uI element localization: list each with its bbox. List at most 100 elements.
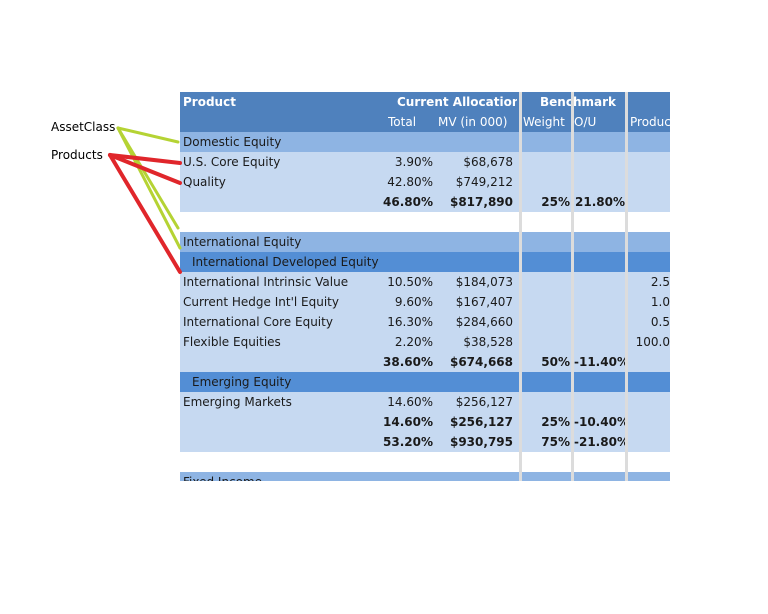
cell-total[interactable]: 46.80% — [383, 195, 433, 209]
cell-ou[interactable] — [574, 172, 625, 192]
column-separator — [571, 92, 574, 481]
row-name[interactable]: Emerging Equity — [192, 375, 292, 389]
cell-product[interactable]: Flexible Equities — [183, 335, 281, 349]
cell-total[interactable]: 53.20% — [383, 435, 433, 449]
cell-weight[interactable] — [522, 332, 570, 352]
row-bg — [180, 192, 522, 212]
cell-mv[interactable]: $674,668 — [449, 355, 513, 369]
row-bg — [180, 232, 670, 252]
cell-mv[interactable]: $68,678 — [463, 155, 513, 169]
cell-product[interactable]: Current Hedge Int'l Equity — [183, 295, 339, 309]
row-bg — [522, 172, 670, 192]
cell-product-extra[interactable]: 1.0 — [650, 295, 670, 309]
subtotal-row: 53.20% $930,795 75% -21.80% — [180, 432, 670, 452]
cell-weight[interactable] — [522, 392, 570, 412]
cell-product[interactable] — [183, 192, 383, 212]
cell-product-extra[interactable]: 100.0 — [635, 335, 670, 349]
cell-product[interactable] — [183, 412, 383, 432]
cell-total[interactable]: 9.60% — [394, 295, 433, 309]
table-header-row-2: Total MV (in 000) Weight O/U Produc — [180, 112, 670, 132]
cell-total[interactable]: 2.20% — [394, 335, 433, 349]
cell-product-extra[interactable] — [628, 352, 670, 372]
row-name[interactable]: International Developed Equity — [192, 255, 379, 269]
cell-ou[interactable]: -10.40% — [574, 415, 625, 429]
cell-weight[interactable] — [522, 152, 570, 172]
column-separator — [519, 92, 522, 481]
table-row: U.S. Core Equity 3.90% $68,678 — [180, 152, 670, 172]
cell-product-extra[interactable] — [628, 172, 670, 192]
header-product[interactable]: Product — [183, 95, 236, 109]
cell-product[interactable] — [183, 352, 383, 372]
row-name[interactable]: Domestic Equity — [183, 135, 282, 149]
cell-weight[interactable]: 50% — [541, 355, 570, 369]
cell-product-extra[interactable] — [628, 412, 670, 432]
cell-total[interactable]: 42.80% — [387, 175, 433, 189]
cell-product[interactable]: Quality — [183, 175, 226, 189]
cell-product-extra[interactable]: 0.5 — [650, 315, 670, 329]
cell-product-extra[interactable] — [628, 152, 670, 172]
header-mv[interactable]: MV (in 000) — [438, 115, 508, 129]
cell-ou[interactable] — [574, 332, 625, 352]
cell-total[interactable]: 3.90% — [394, 155, 433, 169]
cell-weight[interactable] — [522, 292, 570, 312]
cell-total[interactable]: 14.60% — [387, 395, 433, 409]
header-ou[interactable]: O/U — [574, 115, 597, 129]
cell-ou[interactable] — [574, 312, 625, 332]
cell-product-extra[interactable] — [628, 192, 670, 212]
row-bg — [180, 392, 522, 412]
cell-product-extra[interactable] — [628, 392, 670, 412]
cell-product[interactable] — [183, 432, 383, 452]
cell-ou[interactable]: -21.80% — [574, 435, 625, 449]
row-name[interactable]: International Equity — [183, 235, 302, 249]
cell-product[interactable]: International Intrinsic Value — [183, 275, 349, 289]
header-weight[interactable]: Weight — [523, 115, 565, 129]
cell-product-extra[interactable]: 2.5 — [650, 275, 670, 289]
cell-product-extra[interactable] — [628, 432, 670, 452]
row-bg — [180, 272, 522, 292]
table-row: Flexible Equities 2.20% $38,528 100.0 — [180, 332, 670, 352]
cell-mv[interactable]: $284,660 — [455, 315, 513, 329]
cell-ou[interactable] — [574, 392, 625, 412]
cell-total[interactable]: 10.50% — [387, 275, 433, 289]
asset-class-connector — [116, 126, 180, 230]
cell-total[interactable]: 14.60% — [383, 415, 433, 429]
cell-product[interactable]: U.S. Core Equity — [183, 155, 281, 169]
row-bg — [522, 312, 670, 332]
cell-product[interactable]: International Core Equity — [183, 315, 333, 329]
cell-mv[interactable]: $256,127 — [455, 395, 513, 409]
cell-weight[interactable]: 25% — [541, 195, 570, 209]
cell-ou[interactable] — [574, 152, 625, 172]
cell-weight[interactable] — [522, 272, 570, 292]
header-benchmark[interactable]: Benchmark — [540, 95, 616, 109]
row-bg — [180, 132, 670, 152]
cell-ou[interactable]: 21.80% — [575, 195, 625, 209]
cell-weight[interactable] — [522, 172, 570, 192]
header-bg — [180, 92, 670, 112]
header-current-allocation[interactable]: Current Allocation — [397, 95, 517, 109]
cell-mv[interactable]: $256,127 — [449, 415, 513, 429]
cell-ou[interactable]: -11.40% — [574, 355, 625, 369]
cell-product[interactable]: Emerging Markets — [183, 395, 292, 409]
row-bg — [522, 392, 670, 412]
cell-ou[interactable] — [574, 272, 625, 292]
cell-mv[interactable]: $749,212 — [455, 175, 513, 189]
cell-mv[interactable]: $167,407 — [455, 295, 513, 309]
row-bg — [522, 152, 670, 172]
cell-mv[interactable]: $817,890 — [449, 195, 513, 209]
row-bg — [522, 332, 670, 352]
cell-mv[interactable]: $930,795 — [449, 435, 513, 449]
cell-mv[interactable]: $38,528 — [463, 335, 513, 349]
cell-weight[interactable] — [522, 312, 570, 332]
header-product-right[interactable]: Produc — [630, 115, 670, 129]
row-name[interactable]: Fixed Income — [183, 472, 513, 481]
products-connector — [108, 153, 182, 185]
header-total[interactable]: Total — [388, 115, 417, 129]
cell-total[interactable]: 38.60% — [383, 355, 433, 369]
cell-weight[interactable]: 25% — [541, 415, 570, 429]
cell-ou[interactable] — [574, 292, 625, 312]
row-bg — [180, 352, 522, 372]
cell-mv[interactable]: $184,073 — [455, 275, 513, 289]
cell-total[interactable]: 16.30% — [387, 315, 433, 329]
cell-weight[interactable]: 75% — [541, 435, 570, 449]
table-row: Current Hedge Int'l Equity 9.60% $167,407 1… — [180, 292, 670, 312]
